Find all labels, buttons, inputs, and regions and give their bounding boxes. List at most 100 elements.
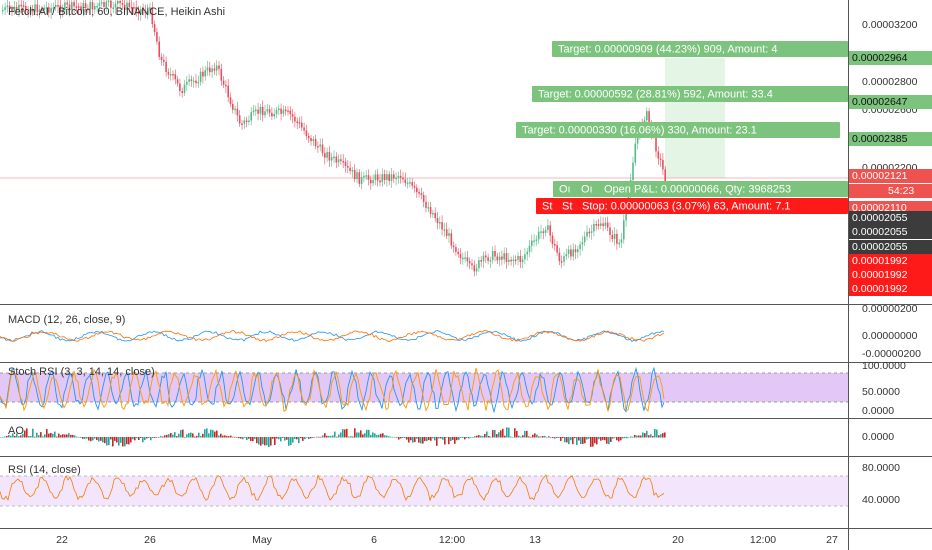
candle bbox=[31, 9, 34, 12]
order-label: Target: 0.00000330 (16.06%) 330, Amount:… bbox=[522, 124, 757, 136]
candle bbox=[18, 4, 20, 10]
candle bbox=[252, 110, 255, 113]
candle bbox=[259, 106, 262, 114]
ao-bar bbox=[140, 437, 142, 438]
candle bbox=[234, 108, 236, 111]
ao-bar bbox=[278, 437, 280, 440]
price-badge bbox=[849, 95, 932, 109]
candle bbox=[427, 207, 430, 209]
candle bbox=[432, 212, 434, 215]
price-badge bbox=[849, 225, 932, 239]
candle bbox=[91, 2, 94, 10]
candle bbox=[659, 158, 662, 161]
ao-bar bbox=[472, 436, 474, 438]
order-label-box bbox=[576, 198, 848, 214]
ao-bar bbox=[428, 437, 430, 441]
ao-bar bbox=[178, 433, 180, 438]
ao-bar bbox=[496, 434, 498, 438]
candle bbox=[75, 6, 78, 8]
candle bbox=[222, 80, 225, 85]
ao-bar bbox=[186, 434, 188, 438]
ao-bar bbox=[30, 435, 32, 438]
candle bbox=[284, 109, 287, 112]
ao-bar bbox=[488, 435, 490, 438]
ao-bar bbox=[532, 434, 534, 438]
ao-bar bbox=[436, 437, 438, 446]
candle bbox=[27, 10, 29, 14]
ao-bar bbox=[578, 437, 580, 441]
candle bbox=[475, 268, 478, 272]
ao-bar bbox=[76, 436, 78, 438]
price-badge bbox=[849, 211, 932, 225]
ao-bar bbox=[572, 437, 574, 445]
ao-bar bbox=[208, 433, 210, 438]
candle bbox=[537, 231, 540, 240]
candle bbox=[388, 174, 390, 181]
ao-bar bbox=[136, 437, 138, 439]
candle bbox=[340, 159, 342, 161]
ao-bar bbox=[566, 437, 568, 443]
price-badge-label: 0.00002110 bbox=[852, 202, 907, 214]
ao-bar bbox=[626, 437, 628, 439]
ao-bar bbox=[332, 435, 334, 438]
ao-bar bbox=[408, 437, 410, 443]
chart-title: Fetch.AI / Bitcoin, 60, BINANCE, Heikin … bbox=[8, 6, 225, 18]
order-label-box bbox=[598, 181, 848, 197]
ao-bar bbox=[442, 437, 444, 440]
ao-bar bbox=[248, 437, 250, 439]
candle bbox=[480, 260, 482, 262]
candle bbox=[112, 7, 114, 9]
ao-bar bbox=[660, 434, 662, 438]
ao-bar bbox=[646, 430, 648, 438]
ao-bar bbox=[26, 428, 28, 438]
ao-bar bbox=[128, 437, 130, 445]
ao-bar bbox=[484, 434, 486, 438]
ao-bar bbox=[290, 437, 292, 446]
rsi-band bbox=[0, 476, 848, 506]
ao-bar bbox=[368, 429, 370, 438]
ao-bar bbox=[264, 437, 266, 446]
candle bbox=[611, 234, 614, 240]
candle bbox=[202, 71, 204, 77]
ao-bar bbox=[0, 437, 2, 438]
candle bbox=[271, 112, 273, 117]
candle bbox=[48, 7, 50, 13]
ao-bar bbox=[482, 436, 484, 438]
price-tick-label: 0.0000 bbox=[862, 405, 894, 417]
candle bbox=[544, 230, 547, 233]
candle bbox=[172, 74, 174, 76]
ao-bar bbox=[468, 437, 470, 439]
candle bbox=[179, 83, 181, 92]
ao-bar bbox=[64, 434, 66, 438]
candle bbox=[581, 242, 584, 245]
indicator-line bbox=[0, 367, 665, 412]
candle bbox=[386, 174, 388, 180]
candle bbox=[183, 84, 186, 94]
ao-bar bbox=[542, 436, 544, 438]
ao-bar bbox=[6, 435, 8, 438]
candle bbox=[409, 182, 411, 184]
candle bbox=[482, 255, 485, 262]
candle bbox=[439, 222, 441, 224]
ao-bar bbox=[176, 436, 178, 438]
candle bbox=[87, 8, 89, 10]
ao-bar bbox=[164, 435, 166, 438]
ao-bar bbox=[238, 437, 240, 439]
candle bbox=[289, 110, 292, 115]
candle bbox=[324, 153, 326, 158]
candle bbox=[455, 247, 457, 252]
ao-bar bbox=[598, 437, 600, 440]
candle bbox=[565, 254, 568, 257]
candle bbox=[347, 166, 349, 168]
order-label-box bbox=[575, 181, 599, 197]
price-badge-label: 54:23 bbox=[888, 185, 914, 197]
candle bbox=[535, 239, 538, 241]
candle bbox=[595, 223, 597, 226]
candle bbox=[374, 174, 377, 181]
ao-bar bbox=[520, 436, 522, 438]
ao-bar bbox=[156, 437, 158, 438]
candle bbox=[89, 2, 91, 10]
candle bbox=[577, 249, 579, 253]
ao-bar bbox=[628, 437, 630, 438]
ao-bar bbox=[98, 437, 100, 442]
